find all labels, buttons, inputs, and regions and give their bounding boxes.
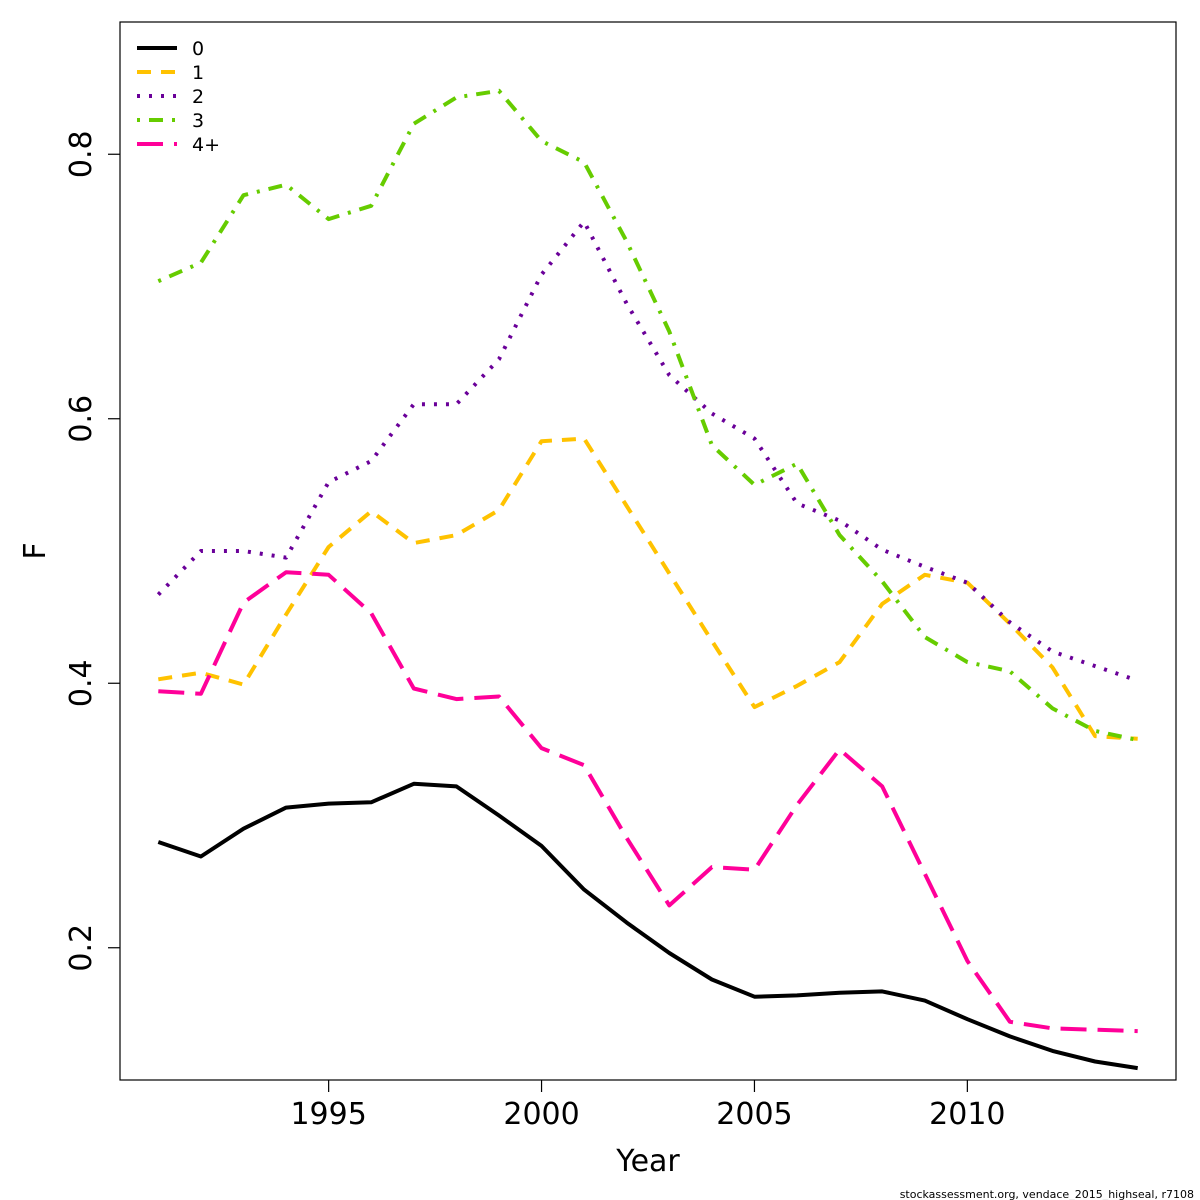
y-tick-label: 0.4 bbox=[64, 659, 99, 707]
footer-note: stockassessment.org, vendace_2015_highse… bbox=[900, 1188, 1194, 1200]
legend-label: 2 bbox=[192, 86, 204, 108]
y-tick-label: 0.2 bbox=[64, 924, 99, 972]
x-axis-title: Year bbox=[615, 1144, 680, 1179]
series-line-3 bbox=[157, 88, 1139, 743]
x-axis: 1995 2000 2005 2010 bbox=[290, 1080, 1006, 1132]
legend-label: 0 bbox=[192, 38, 204, 60]
x-tick-label: 2000 bbox=[503, 1097, 579, 1132]
legend-label: 4+ bbox=[192, 134, 220, 156]
y-tick-label: 0.8 bbox=[64, 130, 99, 178]
legend-label: 3 bbox=[192, 110, 204, 132]
y-tick-label: 0.6 bbox=[64, 395, 99, 443]
legend-label: 1 bbox=[192, 62, 204, 84]
series-line-1 bbox=[157, 436, 1138, 741]
y-axis-title: F bbox=[18, 542, 53, 559]
series-line-2 bbox=[156, 219, 1139, 683]
plot-frame bbox=[119, 21, 1177, 1081]
series-line-4plus bbox=[158, 570, 1138, 1034]
series-layer bbox=[156, 88, 1139, 1071]
x-tick-label: 2005 bbox=[716, 1097, 792, 1132]
x-tick-label: 2010 bbox=[929, 1097, 1005, 1132]
y-axis: 0.2 0.4 0.6 0.8 bbox=[64, 130, 120, 972]
x-tick-label: 1995 bbox=[290, 1097, 366, 1132]
series-line-0 bbox=[157, 781, 1139, 1071]
